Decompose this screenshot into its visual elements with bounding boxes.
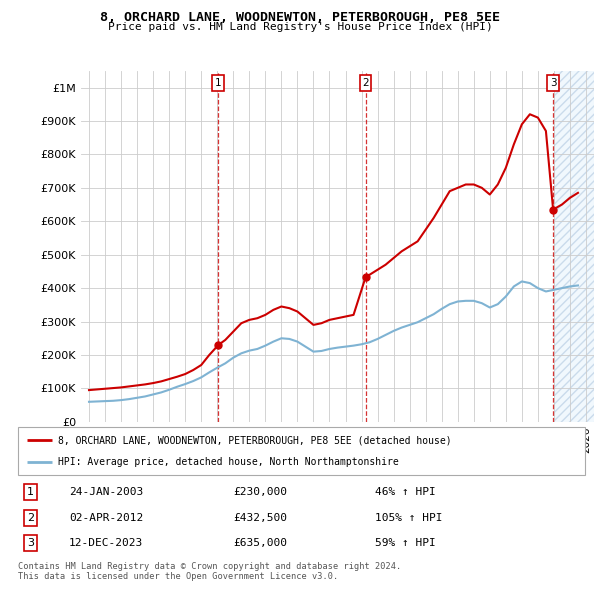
Text: 2: 2 bbox=[362, 78, 369, 88]
Text: £230,000: £230,000 bbox=[233, 487, 287, 497]
Text: 3: 3 bbox=[27, 538, 34, 548]
Text: HPI: Average price, detached house, North Northamptonshire: HPI: Average price, detached house, Nort… bbox=[58, 457, 398, 467]
Text: 8, ORCHARD LANE, WOODNEWTON, PETERBOROUGH, PE8 5EE: 8, ORCHARD LANE, WOODNEWTON, PETERBOROUG… bbox=[100, 11, 500, 24]
Text: 8, ORCHARD LANE, WOODNEWTON, PETERBOROUGH, PE8 5EE (detached house): 8, ORCHARD LANE, WOODNEWTON, PETERBOROUG… bbox=[58, 435, 451, 445]
Text: 1: 1 bbox=[27, 487, 34, 497]
Text: 1: 1 bbox=[215, 78, 222, 88]
Text: 12-DEC-2023: 12-DEC-2023 bbox=[69, 538, 143, 548]
Text: Price paid vs. HM Land Registry's House Price Index (HPI): Price paid vs. HM Land Registry's House … bbox=[107, 22, 493, 32]
Text: 24-JAN-2003: 24-JAN-2003 bbox=[69, 487, 143, 497]
Text: £635,000: £635,000 bbox=[233, 538, 287, 548]
Text: 46% ↑ HPI: 46% ↑ HPI bbox=[375, 487, 436, 497]
Text: This data is licensed under the Open Government Licence v3.0.: This data is licensed under the Open Gov… bbox=[18, 572, 338, 581]
Text: 02-APR-2012: 02-APR-2012 bbox=[69, 513, 143, 523]
Text: Contains HM Land Registry data © Crown copyright and database right 2024.: Contains HM Land Registry data © Crown c… bbox=[18, 562, 401, 571]
Text: 105% ↑ HPI: 105% ↑ HPI bbox=[375, 513, 443, 523]
Text: 59% ↑ HPI: 59% ↑ HPI bbox=[375, 538, 436, 548]
Text: £432,500: £432,500 bbox=[233, 513, 287, 523]
Text: 3: 3 bbox=[550, 78, 556, 88]
Text: 2: 2 bbox=[27, 513, 34, 523]
Bar bbox=[554, 71, 594, 422]
